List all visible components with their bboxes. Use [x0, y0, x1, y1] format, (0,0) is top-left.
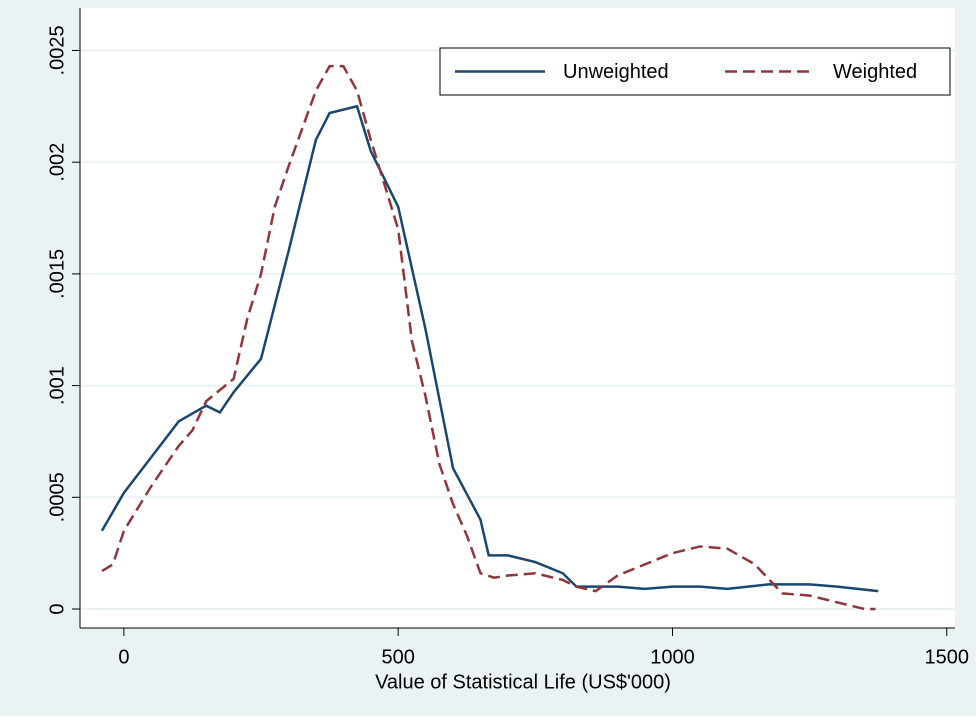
x-tick-label: 1000	[650, 646, 695, 668]
x-tick-label: 500	[381, 646, 414, 668]
x-axis-title: Value of Statistical Life (US$'000)	[375, 671, 671, 693]
x-tick-label: 0	[118, 646, 129, 668]
series-line	[100, 104, 879, 593]
y-tick-label: .0025	[46, 25, 68, 75]
y-tick-label: 0	[46, 603, 68, 614]
plot-area	[80, 8, 955, 628]
y-tick-label: .001	[46, 366, 68, 405]
legend-label: Weighted	[833, 61, 917, 83]
legend-label: Unweighted	[563, 61, 669, 83]
series-line	[101, 64, 876, 611]
y-tick-label: .002	[46, 143, 68, 182]
x-tick-label: 1500	[925, 646, 970, 668]
y-tick-label: .0005	[46, 472, 68, 522]
y-tick-label: .0015	[46, 249, 68, 299]
